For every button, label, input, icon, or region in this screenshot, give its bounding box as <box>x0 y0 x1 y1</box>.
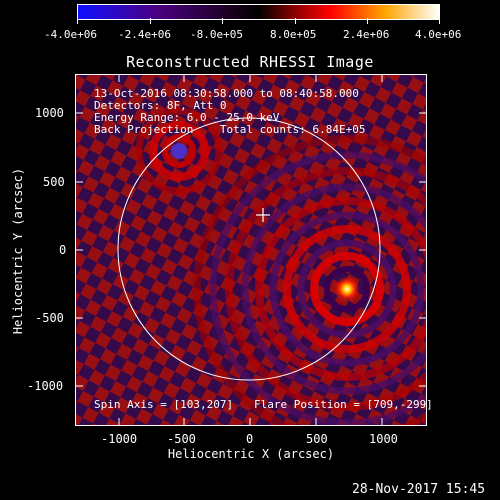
generation-date: 28-Nov-2017 15:45 <box>352 482 486 497</box>
y-axis-label: Heliocentric Y (arcsec) <box>11 167 25 335</box>
x-tick-label: 500 <box>306 432 328 446</box>
spin-axis-label: Spin Axis = [103,207] <box>94 398 234 411</box>
y-tick-label: 1000 <box>35 106 64 120</box>
x-tick-label: 1000 <box>369 432 398 446</box>
spin-axis-marker <box>256 208 270 222</box>
colorbar-tick-label: 4.0e+06 <box>415 28 462 41</box>
rhessi-image <box>75 74 427 426</box>
solar-limb <box>117 117 381 381</box>
info-line-detectors: Detectors: 8F, Att 0 <box>94 99 227 112</box>
y-tick-label: -1000 <box>27 379 64 393</box>
colorbar-tick-label: -2.4e+06 <box>118 28 171 41</box>
colorbar <box>77 4 440 20</box>
colorbar-tick-label: 8.0e+05 <box>270 28 317 41</box>
info-line-energy: Energy Range: 6.0 - 25.0 keV <box>94 111 280 124</box>
colorbar-ticks <box>0 18 500 28</box>
colorbar-tick-label: -4.0e+06 <box>44 28 97 41</box>
y-tick-label: 0 <box>59 243 67 257</box>
x-axis-label: Heliocentric X (arcsec) <box>167 447 335 461</box>
info-line-method: Back Projection Total counts: 6.84E+05 <box>94 123 366 136</box>
y-tick-label: 500 <box>43 175 65 189</box>
x-tick-label: -500 <box>167 432 196 446</box>
info-line-time: 13-Oct-2016 08:30:58.000 to 08:40:58.000 <box>94 87 359 100</box>
plot-title: Reconstructed RHESSI Image <box>126 53 374 71</box>
y-tick-label: -500 <box>35 311 64 325</box>
x-tick-label: 0 <box>246 432 254 446</box>
colorbar-tick-label: -8.0e+05 <box>190 28 243 41</box>
colorbar-tick-label: 2.4e+06 <box>343 28 390 41</box>
x-tick-label: -1000 <box>101 432 138 446</box>
flare-position-label: Flare Position = [709,-299] <box>254 398 433 411</box>
